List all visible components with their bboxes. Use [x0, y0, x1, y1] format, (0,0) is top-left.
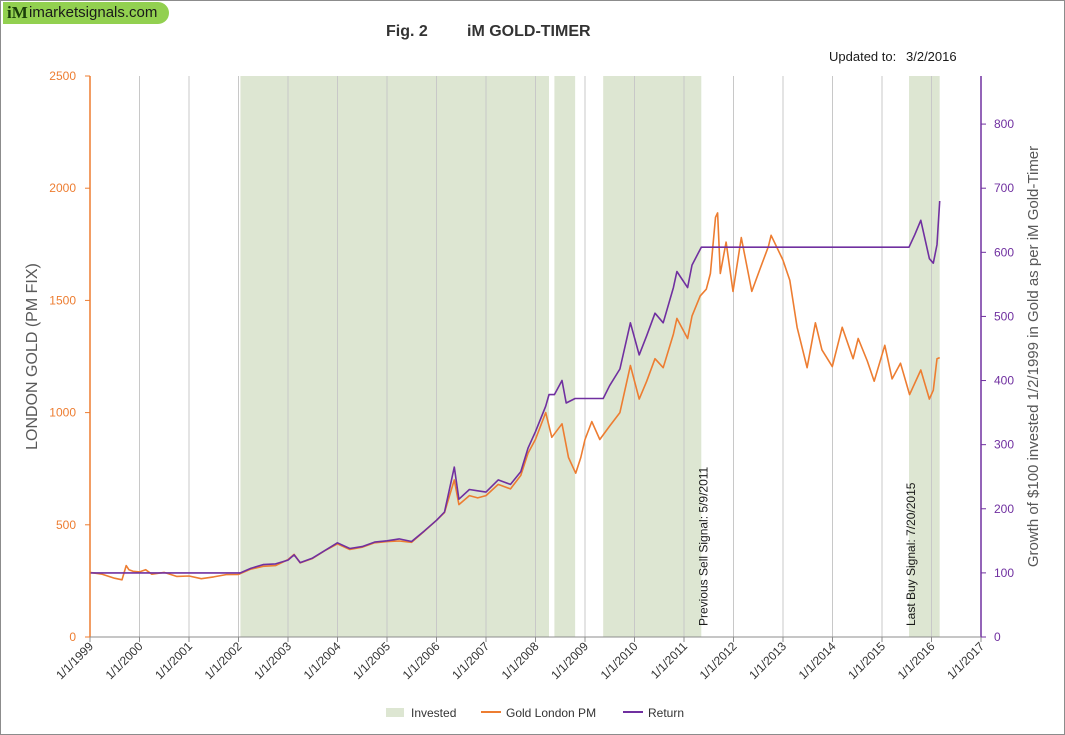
- y2-tick-label: 200: [994, 502, 1014, 516]
- logo-mark-icon: iM: [7, 3, 28, 22]
- x-tick-label: 1/1/2002: [202, 639, 245, 682]
- y-tick-label: 1000: [49, 406, 76, 420]
- invested-bands: [240, 76, 940, 637]
- x-tick-label: 1/1/2007: [449, 639, 492, 682]
- x-tick-label: 1/1/2012: [697, 639, 740, 682]
- updated-label: Updated to:: [829, 49, 897, 64]
- y2-tick-label: 500: [994, 309, 1014, 323]
- invested-band-0: [240, 76, 549, 637]
- x-tick-label: 1/1/2016: [895, 639, 938, 682]
- y2-tick-label: 600: [994, 245, 1014, 259]
- y2-tick-label: 0: [994, 630, 1001, 644]
- series-lines: [89, 200, 941, 581]
- logo-text: imarketsignals.com: [29, 4, 158, 21]
- x-tick-label: 1/1/2005: [350, 639, 393, 682]
- x-tick-label: 1/1/2011: [648, 639, 691, 682]
- y-axis-title: LONDON GOLD (PM FIX): [24, 263, 41, 450]
- x-tick-label: 1/1/2017: [944, 639, 987, 682]
- y-tick-label: 2500: [49, 69, 76, 83]
- x-tick-label: 1/1/2008: [499, 639, 542, 682]
- y2-tick-label: 300: [994, 438, 1014, 452]
- signal-annotation-1: Last Buy Signal: 7/20/2015: [904, 482, 918, 626]
- x-tick-label: 1/1/2004: [301, 639, 344, 682]
- x-tick-label: 1/1/2009: [548, 639, 591, 682]
- invested-band-1: [554, 76, 576, 637]
- y2-tick-label: 700: [994, 181, 1014, 195]
- y2-tick-label: 400: [994, 374, 1014, 388]
- signal-annotation-0: Previous Sell Signal: 5/9/2011: [696, 466, 710, 626]
- x-tick-label: 1/1/2013: [746, 639, 789, 682]
- invested-band-2: [603, 76, 702, 637]
- invested-band-3: [909, 76, 940, 637]
- legend-label-gold: Gold London PM: [506, 706, 596, 720]
- chart-title: iM GOLD-TIMER: [467, 23, 591, 40]
- updated-date: 3/2/2016: [906, 49, 957, 64]
- x-tick-label: 1/1/2010: [598, 639, 641, 682]
- y2-tick-label: 100: [994, 566, 1014, 580]
- x-tick-label: 1/1/2003: [251, 639, 294, 682]
- y2-axis-title: Growth of $100 invested 1/2/1999 in Gold…: [1025, 146, 1042, 567]
- legend: Invested Gold London PM Return: [386, 706, 684, 720]
- x-tick-label: 1/1/2001: [152, 639, 195, 682]
- axes: [85, 75, 986, 642]
- site-logo[interactable]: iM imarketsignals.com: [3, 2, 169, 24]
- legend-swatch-invested: [386, 708, 404, 717]
- legend-label-return: Return: [648, 706, 684, 720]
- x-tick-label: 1/1/2006: [400, 639, 443, 682]
- return-line: [90, 200, 941, 574]
- y-tick-label: 0: [69, 630, 76, 644]
- figure-label: Fig. 2: [386, 23, 428, 40]
- legend-label-invested: Invested: [411, 706, 456, 720]
- y2-tick-label: 800: [994, 117, 1014, 131]
- y-tick-label: 2000: [49, 181, 76, 195]
- x-tick-label: 1/1/2014: [796, 639, 839, 682]
- y-tick-label: 500: [56, 518, 76, 532]
- y-tick-label: 1500: [49, 293, 76, 307]
- x-tick-label: 1/1/1999: [53, 639, 96, 682]
- x-tick-label: 1/1/2015: [845, 639, 888, 682]
- x-tick-label: 1/1/2000: [103, 639, 146, 682]
- annotations: Previous Sell Signal: 5/9/2011 Last Buy S…: [696, 466, 918, 626]
